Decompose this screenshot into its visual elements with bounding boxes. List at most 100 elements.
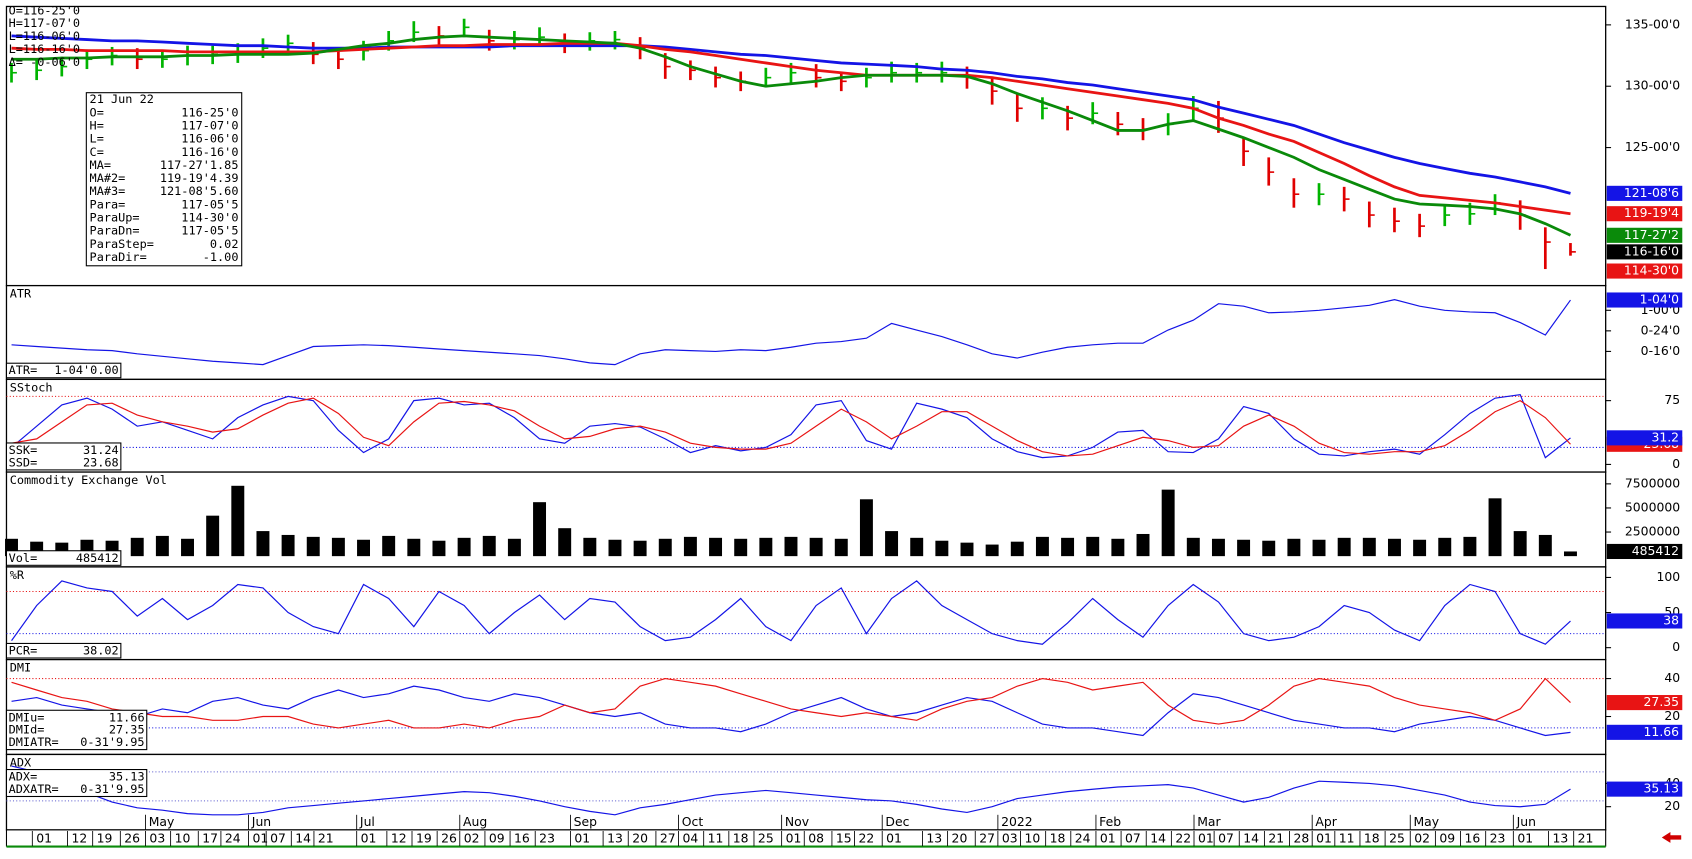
month-label: Nov <box>785 814 809 829</box>
badge-label: 27.35 <box>1644 694 1680 709</box>
value-badge <box>1606 185 1683 201</box>
y-tick-label: 75 <box>1664 392 1680 407</box>
x-tick-label: 21 <box>318 831 334 846</box>
badge-label: 1-04'0 <box>1640 292 1680 307</box>
x-tick-label: 08 <box>808 831 824 846</box>
volume-bar <box>256 531 270 557</box>
x-tick-label: 27 <box>660 831 676 846</box>
volume-bar <box>231 485 245 557</box>
series-line <box>11 34 1572 237</box>
x-tick-label: 02 <box>464 831 480 846</box>
info-name: L= <box>90 132 104 146</box>
volume-bar <box>985 544 999 557</box>
x-tick-label: 26 <box>124 831 140 846</box>
x-tick-label: 21 <box>1268 831 1284 846</box>
volume-bar <box>1161 489 1175 557</box>
info-name: C= <box>90 145 104 159</box>
month-label: 2022 <box>1001 814 1033 829</box>
x-tick-label: 07 <box>1125 831 1141 846</box>
panel-frame <box>5 5 1607 287</box>
volume-bar <box>608 539 622 557</box>
info-name: MA= <box>90 158 111 172</box>
scroll-arrow[interactable] <box>1661 832 1682 843</box>
readout-value: 23.68 <box>83 455 119 469</box>
info-date: 21 Jun 22 <box>90 92 154 106</box>
panel-title: ATR <box>10 287 32 301</box>
x-tick-label: 27 <box>979 831 995 846</box>
x-tick-label: 25 <box>1389 831 1405 846</box>
volume-bar <box>1312 539 1326 557</box>
volume-bar <box>331 537 345 557</box>
readout-name: SSD= <box>9 455 38 469</box>
value-badge <box>1606 227 1683 243</box>
volume-bar <box>1086 536 1100 557</box>
x-tick-label: 01 <box>1198 831 1214 846</box>
x-tick-label: 14 <box>1243 831 1259 846</box>
x-tick-label: 10 <box>1024 831 1040 846</box>
x-tick-label: 01 <box>1517 831 1533 846</box>
panel-frame <box>5 284 1607 381</box>
volume-bar <box>1538 534 1552 557</box>
value-badge <box>1606 292 1683 308</box>
x-tick-label: 03 <box>149 831 165 846</box>
badge-label: 35.13 <box>1644 781 1680 796</box>
x-tick-label: 25 <box>758 831 774 846</box>
y-tick-label: 135-00'0 <box>1625 16 1680 31</box>
panel-frame <box>5 566 1607 661</box>
x-tick-label: 24 <box>225 831 241 846</box>
x-tick-label: 14 <box>1150 831 1166 846</box>
x-tick-label: 09 <box>1439 831 1455 846</box>
month-label: Aug <box>463 814 487 829</box>
readout-name: DMId= <box>9 723 45 737</box>
series-line <box>11 685 1571 737</box>
info-value: 116-06'0 <box>181 132 238 146</box>
month-label: Dec <box>885 814 909 829</box>
x-tick-label: 26 <box>441 831 457 846</box>
readout-value: 11.66 <box>109 710 145 724</box>
badge-label: 121-08'6 <box>1624 185 1679 200</box>
readout-value: 35.13 <box>109 770 145 784</box>
value-badge <box>1606 244 1683 260</box>
volume-bar <box>784 536 798 557</box>
series-line <box>11 580 1571 645</box>
readout-box <box>5 442 122 471</box>
y-tick-label: 7500000 <box>1625 475 1680 490</box>
volume-bar <box>1563 551 1577 557</box>
y-tick-label: 20 <box>1664 798 1680 813</box>
volume-bar <box>1387 538 1401 557</box>
month-label: May <box>1413 814 1439 829</box>
volume-bar <box>1111 538 1125 557</box>
volume-bar <box>1061 537 1075 557</box>
readout-name: Vol= <box>9 551 38 565</box>
y-tick-label: 40 <box>1664 670 1680 685</box>
x-tick-label: 18 <box>1364 831 1380 846</box>
info-box <box>85 92 243 267</box>
readout-value: 1-04'0.00 <box>54 363 118 377</box>
info-value: 117-07'0 <box>181 118 238 132</box>
volume-bar <box>1211 538 1225 557</box>
volume-bar <box>155 535 169 557</box>
volume-bar <box>1035 536 1049 557</box>
readout-name: DMIATR= <box>9 735 59 749</box>
x-tick-label: 23 <box>539 831 555 846</box>
volume-bar <box>558 528 572 557</box>
badge-label: 38 <box>1663 612 1679 627</box>
volume-bar <box>206 515 220 557</box>
volume-bar <box>1438 537 1452 557</box>
x-tick-label: 07 <box>270 831 286 846</box>
x-tick-label: 10 <box>175 831 191 846</box>
info-value: -1.00 <box>203 250 239 264</box>
volume-bar <box>507 538 521 557</box>
value-badge <box>1606 543 1683 560</box>
x-tick-label: 01 <box>1100 831 1116 846</box>
readout-value: 38.02 <box>83 643 119 657</box>
y-tick-label: 0-16'0 <box>1641 343 1681 358</box>
x-tick-label: 01 <box>886 831 902 846</box>
volume-bar <box>306 536 320 557</box>
ohlc-header: O=116-25'0 <box>9 3 80 17</box>
volume-bar <box>1362 537 1376 557</box>
volume-bar <box>583 537 597 557</box>
series-line <box>11 397 1571 457</box>
x-tick-label: 11 <box>708 831 724 846</box>
x-tick-label: 14 <box>295 831 311 846</box>
